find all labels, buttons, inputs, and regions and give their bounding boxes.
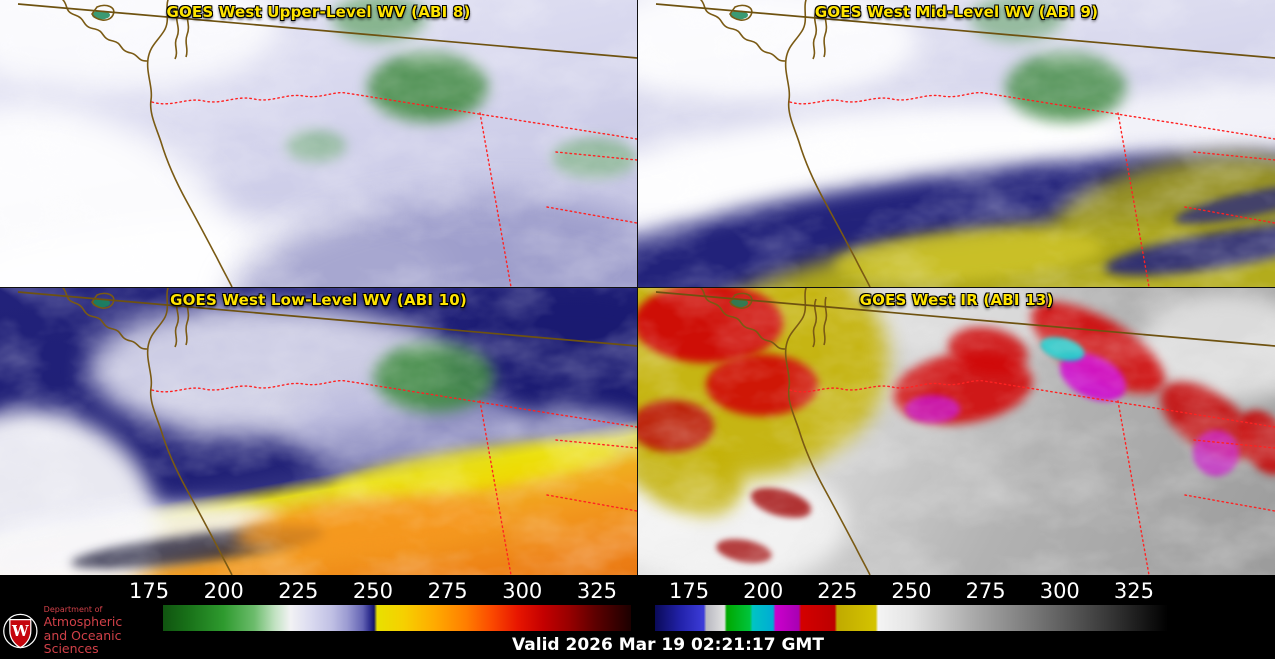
panel-title-abi13: GOES West IR (ABI 13) <box>859 291 1054 309</box>
panel-title-abi9: GOES West Mid-Level WV (ABI 9) <box>814 3 1099 21</box>
panel-mid-level-wv: GOES West Mid-Level WV (ABI 9) <box>638 0 1275 287</box>
tick-label: 300 <box>1039 579 1080 603</box>
tick-label: 200 <box>203 579 244 603</box>
map-overlay <box>0 288 637 575</box>
wv-colorbar-group: 175 200 225 250 275 300 325 <box>115 578 631 631</box>
tick-label: 250 <box>891 579 932 603</box>
logo-line1: Atmospheric <box>43 613 123 629</box>
map-overlay <box>638 0 1275 287</box>
footer: 175 200 225 250 275 300 325 175 200 225 … <box>0 575 1275 659</box>
uw-crest-icon: W <box>3 613 38 649</box>
uw-aos-logo: W Department of Atmospheric and Oceanic … <box>0 603 163 659</box>
wv-colorbar-ticks: 175 200 225 250 275 300 325 <box>115 578 631 603</box>
wv-colorbar <box>115 605 631 631</box>
tick-label: 275 <box>965 579 1006 603</box>
uw-w-monogram: W <box>11 623 29 640</box>
tick-label: 225 <box>817 579 858 603</box>
logo-line2: and Oceanic Sciences <box>43 627 122 657</box>
tick-label: 250 <box>352 579 394 603</box>
panel-upper-level-wv: GOES West Upper-Level WV (ABI 8) <box>0 0 637 287</box>
tick-label: 175 <box>669 579 710 603</box>
panel-low-level-wv: GOES West Low-Level WV (ABI 10) <box>0 288 637 575</box>
panel-title-abi8: GOES West Upper-Level WV (ABI 8) <box>166 3 471 21</box>
ir-colorbar-group: 175 200 225 250 275 300 325 <box>655 578 1168 631</box>
valid-time: Valid 2026 Mar 19 02:21:17 GMT <box>512 635 824 655</box>
satellite-quad-panel: GOES West Upper-Level WV (ABI 8) GOES We… <box>0 0 1275 575</box>
tick-label: 300 <box>502 579 543 603</box>
panel-infrared: GOES West IR (ABI 13) <box>638 288 1275 575</box>
tick-label: 175 <box>129 579 170 603</box>
logo-text: Department of Atmospheric and Oceanic Sc… <box>43 604 163 657</box>
tick-label: 225 <box>278 579 319 603</box>
logo-dept-line: Department of <box>43 604 103 614</box>
ir-colorbar-ticks: 175 200 225 250 275 300 325 <box>655 578 1168 603</box>
tick-label: 200 <box>743 579 784 603</box>
map-overlay <box>638 288 1275 575</box>
tick-label: 325 <box>1113 579 1154 603</box>
map-overlay <box>0 0 637 287</box>
tick-label: 275 <box>427 579 468 603</box>
panel-title-abi10: GOES West Low-Level WV (ABI 10) <box>170 291 467 309</box>
ir-colorbar <box>655 605 1168 631</box>
tick-label: 325 <box>576 579 617 603</box>
